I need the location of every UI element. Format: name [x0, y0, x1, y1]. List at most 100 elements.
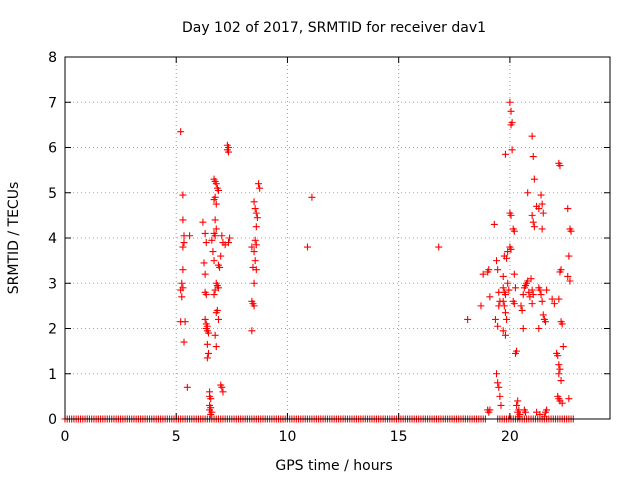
data-point — [527, 275, 535, 283]
data-point — [180, 239, 188, 247]
data-point — [511, 284, 519, 292]
data-point — [216, 263, 224, 271]
y-axis-label: SRMTID / TECUs — [6, 182, 22, 295]
data-point — [218, 383, 226, 391]
data-point — [530, 223, 538, 231]
data-point — [486, 293, 494, 301]
data-point — [250, 302, 258, 310]
data-point — [211, 331, 219, 339]
data-point — [494, 379, 502, 387]
data-point — [212, 343, 220, 351]
data-point — [212, 225, 220, 233]
data-point — [217, 252, 225, 260]
data-point — [507, 211, 515, 219]
data-point — [202, 239, 210, 247]
data-point — [555, 370, 563, 378]
data-point — [212, 180, 220, 188]
data-points — [61, 98, 577, 423]
data-point — [253, 214, 261, 222]
data-point — [211, 286, 219, 294]
data-point — [503, 254, 511, 262]
data-point — [519, 325, 527, 332]
data-point — [250, 248, 258, 256]
data-point — [251, 257, 259, 265]
data-point — [537, 191, 545, 199]
y-tick-label: 8 — [48, 50, 57, 66]
data-point — [251, 236, 259, 244]
x-axis-label: GPS time / hours — [275, 458, 392, 474]
data-point — [556, 365, 564, 373]
x-tick-label: 5 — [172, 429, 181, 445]
data-point — [179, 243, 187, 251]
data-point — [179, 266, 187, 274]
y-tick-label: 4 — [48, 231, 57, 247]
data-point — [207, 395, 215, 403]
data-point — [250, 198, 258, 206]
data-point — [511, 349, 519, 357]
data-point — [251, 205, 259, 213]
data-point — [219, 388, 227, 396]
data-point — [538, 225, 546, 233]
data-point — [517, 302, 525, 310]
data-point — [505, 286, 513, 294]
data-point — [177, 286, 185, 294]
data-point — [203, 354, 211, 362]
data-point — [178, 293, 186, 301]
data-point — [548, 295, 556, 303]
data-point — [564, 272, 572, 280]
data-point — [535, 325, 543, 332]
data-point — [479, 270, 487, 278]
data-point — [210, 257, 218, 265]
data-point — [252, 266, 260, 274]
data-point — [538, 200, 546, 208]
data-point — [565, 395, 573, 403]
data-point — [510, 227, 518, 235]
data-point — [499, 272, 507, 280]
data-point — [528, 300, 536, 308]
data-point — [507, 245, 515, 253]
data-point — [528, 211, 536, 219]
data-point — [179, 216, 187, 224]
grid-lines — [65, 57, 610, 419]
data-point — [201, 229, 209, 237]
data-point — [559, 343, 567, 351]
data-point — [539, 311, 547, 319]
data-point — [521, 408, 529, 416]
data-point — [180, 338, 188, 346]
data-point — [565, 252, 573, 260]
data-point — [435, 243, 443, 251]
data-point — [226, 234, 234, 242]
data-point — [211, 216, 219, 224]
data-point — [501, 150, 509, 158]
data-point — [209, 248, 217, 256]
data-point — [200, 259, 208, 267]
data-point — [252, 241, 260, 249]
data-point — [535, 205, 543, 213]
x-tick-label: 20 — [501, 429, 519, 445]
data-point — [464, 315, 472, 323]
y-tick-label: 5 — [48, 186, 57, 202]
data-point — [497, 401, 505, 409]
data-point — [510, 270, 518, 278]
data-point — [501, 331, 509, 339]
data-point — [513, 401, 521, 409]
data-point — [212, 309, 220, 317]
data-point — [177, 128, 185, 136]
data-point — [486, 406, 494, 414]
y-tick-label: 2 — [48, 322, 57, 338]
data-point — [550, 300, 558, 308]
data-point — [201, 270, 209, 278]
data-point — [564, 205, 572, 213]
data-point — [256, 184, 264, 192]
data-point — [499, 297, 507, 305]
data-point — [500, 302, 508, 310]
data-point — [255, 180, 263, 188]
data-point — [529, 218, 537, 226]
data-point — [494, 322, 502, 330]
data-point — [252, 223, 260, 231]
x-tick-label: 10 — [279, 429, 297, 445]
data-point — [495, 383, 503, 391]
data-point — [539, 209, 547, 217]
data-point — [179, 191, 187, 199]
data-point — [543, 406, 551, 414]
